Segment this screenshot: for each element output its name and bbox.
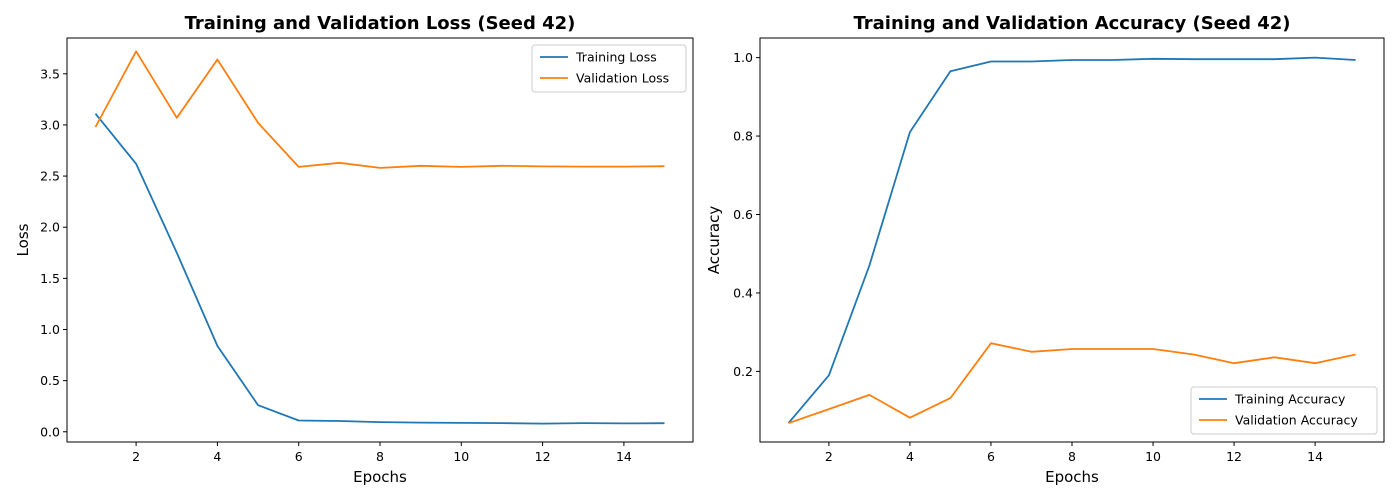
accuracy-chart: Training and Validation Accuracy (Seed 4… bbox=[705, 13, 1385, 486]
loss-ytick-label: 0.0 bbox=[40, 424, 60, 439]
accuracy-ytick-label: 0.2 bbox=[733, 364, 753, 379]
loss-xtick-label: 12 bbox=[535, 449, 551, 464]
accuracy-ytick-label: 1.0 bbox=[733, 50, 753, 65]
accuracy-ytick-label: 0.8 bbox=[733, 129, 753, 144]
loss-legend-label: Validation Loss bbox=[576, 71, 669, 86]
loss-legend: Training Loss Validation Loss bbox=[531, 44, 687, 93]
loss-series-validation-line bbox=[94, 50, 665, 169]
accuracy-legend: Training Accuracy Validation Accuracy bbox=[1190, 386, 1378, 435]
loss-chart: Training and Validation Loss (Seed 42) E… bbox=[14, 13, 694, 486]
accuracy-xtick-label: 8 bbox=[1068, 449, 1076, 464]
loss-xtick-label: 8 bbox=[376, 449, 384, 464]
accuracy-ytick-label: 0.6 bbox=[733, 207, 753, 222]
accuracy-legend-box bbox=[1190, 386, 1378, 435]
accuracy-chart-title: Training and Validation Accuracy (Seed 4… bbox=[853, 13, 1290, 34]
accuracy-xtick-label: 4 bbox=[906, 449, 914, 464]
accuracy-plot-frame bbox=[759, 37, 1385, 443]
accuracy-xtick-label: 12 bbox=[1226, 449, 1242, 464]
accuracy-legend-label: Training Accuracy bbox=[1234, 392, 1346, 407]
accuracy-series-training-line bbox=[787, 56, 1356, 424]
loss-xtick-label: 2 bbox=[132, 449, 140, 464]
loss-legend-label: Training Loss bbox=[575, 50, 657, 65]
loss-chart-ylabel: Loss bbox=[14, 223, 32, 256]
accuracy-xtick-label: 6 bbox=[987, 449, 995, 464]
loss-chart-xlabel: Epochs bbox=[353, 468, 407, 486]
accuracy-chart-xlabel: Epochs bbox=[1045, 468, 1099, 486]
loss-ytick-label: 3.5 bbox=[40, 66, 60, 81]
loss-chart-title: Training and Validation Loss (Seed 42) bbox=[185, 13, 576, 34]
loss-plot-frame bbox=[66, 37, 694, 443]
loss-xtick-label: 4 bbox=[213, 449, 221, 464]
accuracy-legend-label: Validation Accuracy bbox=[1235, 413, 1358, 428]
accuracy-ytick-label: 0.4 bbox=[733, 285, 753, 300]
accuracy-xtick-label: 10 bbox=[1145, 449, 1161, 464]
loss-xtick-label: 10 bbox=[453, 449, 469, 464]
accuracy-series-validation-line bbox=[788, 342, 1356, 425]
loss-ytick-label: 2.5 bbox=[40, 169, 60, 184]
loss-series-training-line bbox=[94, 113, 665, 425]
loss-ytick-label: 2.0 bbox=[40, 220, 60, 235]
loss-xtick-label: 14 bbox=[616, 449, 632, 464]
loss-ytick-label: 0.5 bbox=[40, 373, 60, 388]
accuracy-chart-ylabel: Accuracy bbox=[705, 206, 723, 275]
loss-ytick-label: 1.0 bbox=[40, 322, 60, 337]
loss-ytick-label: 3.0 bbox=[40, 117, 60, 132]
accuracy-xtick-label: 2 bbox=[825, 449, 833, 464]
loss-ytick-label: 1.5 bbox=[40, 271, 60, 286]
loss-xtick-label: 6 bbox=[295, 449, 303, 464]
accuracy-xtick-label: 14 bbox=[1307, 449, 1323, 464]
loss-legend-box bbox=[531, 44, 687, 93]
